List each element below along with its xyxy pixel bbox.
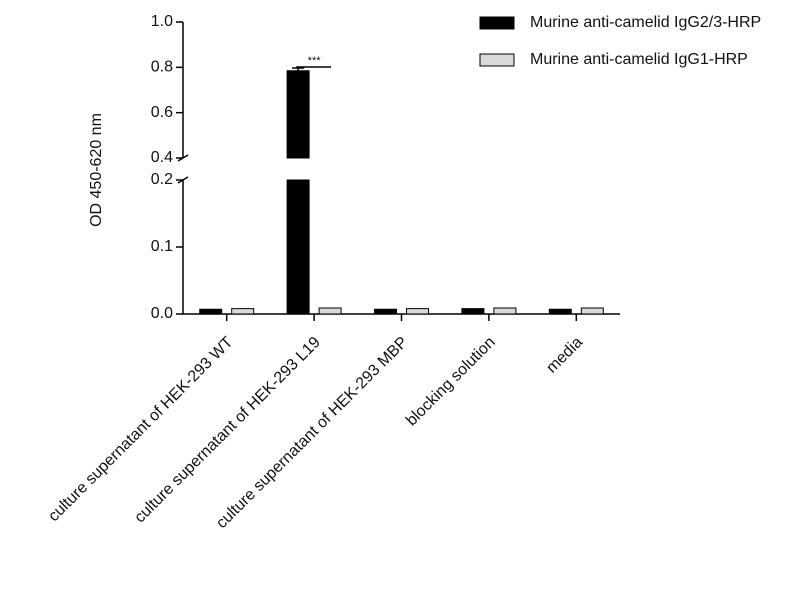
y-tick-label: 0.6	[151, 104, 173, 121]
bar	[374, 308, 397, 315]
bar	[580, 307, 604, 315]
bar	[406, 308, 429, 315]
y-tick-label: 0.0	[151, 305, 173, 322]
y-tick-label: 0.8	[151, 59, 173, 76]
x-tick-label: media	[543, 334, 586, 377]
error-bar	[292, 67, 305, 71]
bar	[286, 70, 310, 315]
bar	[231, 308, 255, 315]
legend-label: Murine anti-camelid IgG2/3-HRP	[530, 14, 761, 31]
bar	[461, 308, 485, 315]
x-tick-label: blocking solution	[403, 334, 499, 430]
legend-swatch	[479, 16, 515, 30]
annotation: ***	[308, 55, 322, 67]
y-tick-label: 0.2	[151, 171, 173, 188]
x-tick-label: culture supernatant of HEK-293 WT	[45, 334, 236, 525]
y-tick-label: 0.4	[151, 149, 173, 166]
axis-break	[177, 154, 189, 184]
y-tick-label: 0.1	[151, 238, 173, 255]
bar	[318, 307, 342, 315]
legend-swatch	[479, 53, 515, 67]
bar	[199, 308, 223, 315]
bar	[548, 308, 572, 315]
legend-label: Murine anti-camelid IgG1-HRP	[530, 51, 748, 68]
x-tick-label: culture supernatant of HEK-293 MBP	[213, 334, 411, 532]
y-tick-label: 1.0	[151, 13, 173, 30]
x-tick-label: culture supernatant of HEK-293 L19	[131, 334, 324, 527]
bar	[493, 307, 517, 315]
y-axis-label: OD 450-620 nm	[88, 113, 105, 227]
